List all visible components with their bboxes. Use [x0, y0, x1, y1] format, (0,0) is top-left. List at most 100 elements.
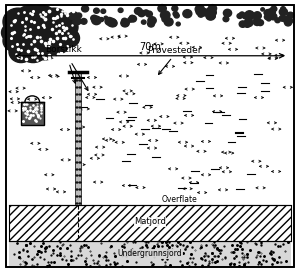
Circle shape [283, 17, 287, 20]
Circle shape [209, 9, 216, 16]
Circle shape [237, 14, 242, 18]
Circle shape [3, 8, 33, 35]
Circle shape [174, 13, 179, 18]
Text: Borstikk: Borstikk [45, 45, 81, 54]
Circle shape [198, 12, 204, 17]
Circle shape [246, 21, 253, 26]
Circle shape [158, 5, 166, 12]
Text: Matjord: Matjord [134, 217, 166, 226]
Circle shape [264, 11, 269, 15]
Circle shape [195, 5, 204, 13]
Circle shape [257, 20, 263, 26]
Circle shape [206, 12, 213, 18]
Circle shape [20, 12, 52, 42]
Bar [9, 241, 291, 267]
Circle shape [128, 17, 133, 22]
Circle shape [279, 8, 287, 16]
Circle shape [176, 22, 180, 26]
Circle shape [287, 12, 294, 18]
Text: Undergrunnsjord: Undergrunnsjord [118, 249, 182, 258]
Circle shape [160, 11, 170, 20]
Bar [9, 205, 291, 241]
Circle shape [239, 12, 245, 17]
Circle shape [242, 14, 247, 18]
Circle shape [36, 22, 66, 49]
Circle shape [82, 5, 88, 12]
Circle shape [9, 19, 39, 46]
Circle shape [138, 10, 145, 17]
Circle shape [224, 9, 232, 17]
Circle shape [54, 16, 78, 38]
Circle shape [18, 35, 48, 63]
Circle shape [267, 8, 275, 16]
Bar [9, 205, 291, 241]
Circle shape [245, 18, 252, 25]
Circle shape [91, 15, 98, 21]
Circle shape [146, 11, 152, 17]
Circle shape [109, 20, 117, 27]
Circle shape [58, 29, 80, 48]
Circle shape [275, 18, 280, 23]
Circle shape [148, 17, 156, 24]
Circle shape [27, 5, 57, 33]
Circle shape [284, 16, 292, 24]
Circle shape [239, 12, 244, 16]
Circle shape [261, 8, 264, 11]
Circle shape [11, 26, 43, 56]
Circle shape [69, 13, 76, 19]
Circle shape [134, 8, 142, 14]
Circle shape [76, 13, 82, 18]
Circle shape [207, 8, 214, 14]
Circle shape [200, 9, 208, 16]
Circle shape [166, 20, 170, 24]
Circle shape [208, 5, 217, 12]
Circle shape [121, 19, 129, 27]
Circle shape [141, 20, 146, 24]
Circle shape [239, 21, 246, 27]
Circle shape [45, 33, 69, 54]
Circle shape [264, 10, 271, 16]
Circle shape [172, 6, 178, 11]
Circle shape [183, 10, 192, 18]
Circle shape [267, 17, 271, 21]
Circle shape [244, 21, 251, 27]
Bar [21, 102, 44, 125]
Circle shape [284, 20, 292, 26]
Circle shape [105, 17, 113, 25]
Circle shape [206, 12, 215, 20]
Circle shape [92, 16, 101, 25]
Circle shape [48, 14, 72, 35]
Text: Overflate: Overflate [162, 195, 198, 204]
Circle shape [74, 18, 81, 25]
Text: 70m: 70m [139, 42, 161, 52]
Circle shape [173, 11, 178, 16]
Circle shape [15, 5, 45, 33]
Circle shape [9, 41, 33, 63]
Circle shape [223, 16, 229, 22]
Circle shape [254, 16, 259, 21]
Circle shape [269, 13, 277, 20]
Circle shape [22, 23, 56, 53]
Circle shape [196, 9, 203, 15]
Circle shape [118, 8, 123, 13]
Circle shape [70, 12, 78, 19]
Circle shape [148, 21, 154, 27]
Circle shape [207, 7, 216, 16]
Circle shape [286, 18, 293, 24]
Circle shape [279, 15, 286, 21]
Circle shape [30, 33, 60, 60]
Circle shape [39, 8, 69, 35]
Circle shape [51, 22, 75, 44]
Circle shape [143, 10, 149, 15]
Circle shape [253, 18, 261, 26]
Circle shape [271, 6, 277, 12]
Circle shape [99, 18, 104, 21]
Circle shape [101, 9, 106, 13]
Text: Prøvesteder: Prøvesteder [147, 45, 201, 54]
Circle shape [254, 12, 261, 18]
Circle shape [164, 18, 173, 26]
Circle shape [122, 18, 128, 23]
Circle shape [3, 30, 27, 52]
Circle shape [81, 18, 87, 24]
Circle shape [2, 23, 22, 42]
